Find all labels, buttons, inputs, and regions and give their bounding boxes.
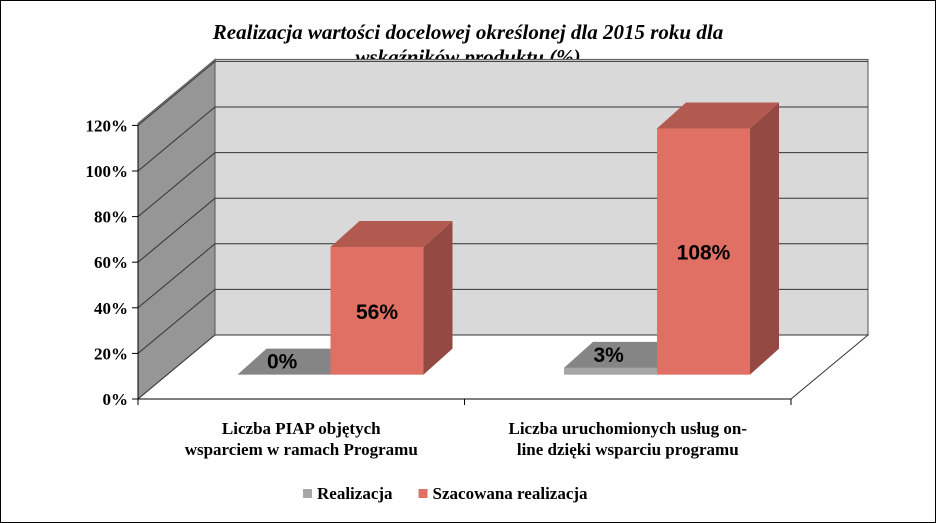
chart-title-line: Realizacja wartości docelowej określonej… — [212, 20, 723, 44]
legend-label: Realizacja — [317, 484, 393, 503]
bar-side — [750, 102, 780, 375]
bar-top — [330, 221, 453, 247]
bar-front — [564, 367, 658, 375]
y-tick-label: 0% — [103, 390, 129, 409]
bar-top — [657, 102, 780, 129]
category-label: line dzięki wsparciu programu — [517, 440, 739, 459]
gridline — [137, 288, 868, 354]
category-label: Liczba uruchomionych usług on- — [508, 419, 747, 438]
data-label: 3% — [593, 344, 624, 367]
y-tick-label: 20% — [94, 344, 128, 363]
data-label: 108% — [677, 242, 731, 265]
gridline — [137, 60, 868, 126]
bar-top — [237, 348, 360, 375]
data-label: 56% — [356, 301, 398, 324]
category-label: Liczba PIAP objętych — [222, 419, 381, 438]
bar-front — [657, 128, 751, 375]
y-tick-label: 80% — [94, 208, 128, 227]
data-label: 0% — [267, 351, 298, 374]
legend-swatch — [418, 489, 428, 498]
legend-label: Szacowana realizacja — [433, 484, 589, 503]
gridline — [137, 152, 868, 217]
gridline — [137, 197, 868, 263]
legend-swatch — [303, 489, 312, 498]
y-tick-label: 60% — [94, 253, 128, 272]
y-tick-label: 120% — [86, 116, 129, 135]
y-tick-label: 40% — [94, 299, 128, 318]
category-label: wsparciem w ramach Programu — [185, 440, 418, 459]
gridline — [137, 106, 868, 172]
gridline — [137, 243, 868, 309]
y-tick-label: 100% — [86, 162, 129, 181]
bar-front — [330, 247, 424, 375]
bar-side — [423, 221, 453, 375]
bar-top — [564, 341, 687, 368]
